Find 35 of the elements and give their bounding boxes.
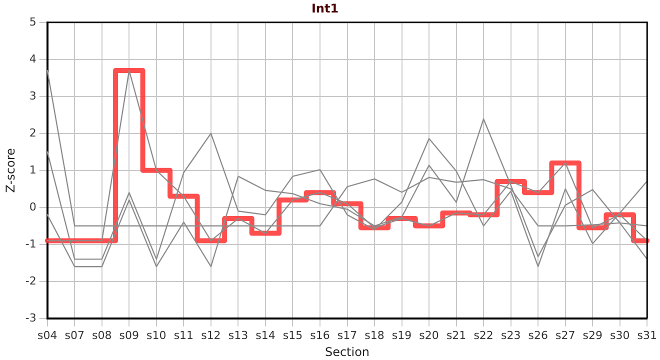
x-tick-label: s20 bbox=[419, 328, 439, 342]
x-tick-label: s15 bbox=[282, 328, 303, 342]
x-tick-label: s29 bbox=[582, 328, 602, 342]
x-tick-label: s19 bbox=[392, 328, 412, 342]
y-tick-label: 2 bbox=[29, 126, 36, 140]
x-tick-label: s07 bbox=[64, 328, 84, 342]
x-axis-title: Section bbox=[324, 344, 370, 359]
x-tick-label: s09 bbox=[119, 328, 140, 342]
x-tick-label: s27 bbox=[555, 328, 576, 342]
x-tick-label: s10 bbox=[146, 328, 166, 342]
y-tick-label: 0 bbox=[29, 200, 36, 214]
y-tick-label: -2 bbox=[25, 274, 36, 288]
x-tick-label: s08 bbox=[92, 328, 112, 342]
x-tick-label: s13 bbox=[228, 328, 248, 342]
x-tick-label: s14 bbox=[256, 328, 276, 342]
y-tick-label: 1 bbox=[29, 163, 36, 176]
y-tick-label: 4 bbox=[29, 52, 36, 66]
y-tick-label: 5 bbox=[29, 15, 36, 28]
y-tick-label: -1 bbox=[25, 237, 36, 250]
x-tick-label: s16 bbox=[310, 328, 330, 342]
x-tick-label: s12 bbox=[201, 328, 221, 342]
x-tick-label: s04 bbox=[38, 328, 58, 342]
chart-title: Int1 bbox=[311, 1, 339, 16]
x-tick-label: s22 bbox=[474, 328, 494, 342]
x-tick-label: s23 bbox=[500, 328, 521, 342]
y-axis-title: Z-score bbox=[3, 148, 18, 193]
x-tick-label: s30 bbox=[610, 328, 630, 342]
x-tick-label: s26 bbox=[528, 328, 548, 342]
y-tick-label: 3 bbox=[29, 89, 36, 102]
y-tick-label: -3 bbox=[25, 311, 36, 324]
x-tick-label: s11 bbox=[174, 328, 194, 342]
x-tick-label: s17 bbox=[337, 328, 358, 342]
x-tick-label: s31 bbox=[637, 328, 658, 342]
x-tick-label: s21 bbox=[446, 328, 466, 342]
x-tick-label: s18 bbox=[364, 328, 384, 342]
